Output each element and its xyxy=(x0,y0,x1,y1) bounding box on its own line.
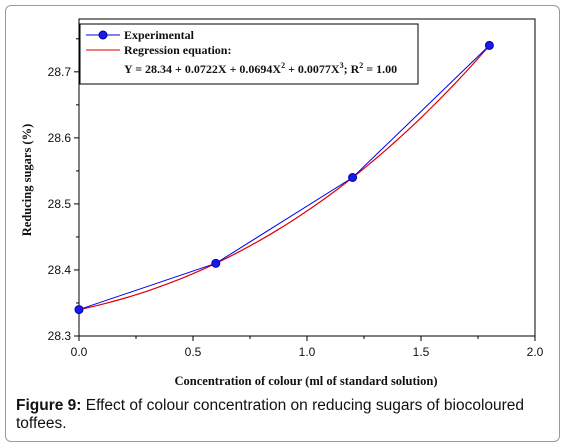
caption-label: Figure 9: xyxy=(16,397,82,414)
y-axis-title: Reducing sugars (%) xyxy=(20,124,34,237)
experimental-line xyxy=(78,45,490,311)
legend-regression-label: Regression equation: xyxy=(124,43,231,57)
legend-box xyxy=(79,23,419,85)
legend: Experimental Regression equation: Y = 28… xyxy=(79,23,419,85)
caption-text: Effect of colour concentration on reduci… xyxy=(16,397,525,432)
experimental-point xyxy=(348,173,358,182)
series-layer xyxy=(74,40,494,315)
x-tick-label: 1.5 xyxy=(413,345,430,359)
x-tick-label: 2.0 xyxy=(527,345,544,359)
figure-caption: Figure 9: Effect of colour concentration… xyxy=(16,397,556,433)
x-axis-title: Concentration of colour (ml of standard … xyxy=(175,374,438,388)
experimental-point xyxy=(74,305,84,315)
experimental-point xyxy=(211,258,221,268)
legend-experimental-marker xyxy=(98,30,108,40)
y-tick-label: 28.3 xyxy=(48,329,72,343)
legend-equation: Y = 28.34 + 0.0722X + 0.0694X2 + 0.0077X… xyxy=(124,61,397,76)
y-tick-label: 28.4 xyxy=(48,263,72,277)
chart: 0.0 0.5 1.0 1.5 2.0 28.3 28.4 28.5 28.6 28.7 Conc… xyxy=(20,18,544,388)
regression-curve xyxy=(78,45,490,311)
x-tick-label: 0.5 xyxy=(185,345,202,359)
x-tick-label: 0.0 xyxy=(71,345,88,359)
x-tick-label: 1.0 xyxy=(299,345,316,359)
y-tick-label: 28.5 xyxy=(48,197,72,211)
legend-experimental-label: Experimental xyxy=(124,28,195,42)
axis-ticks: 0.0 0.5 1.0 1.5 2.0 28.3 28.4 28.5 28.6 28.7 xyxy=(48,38,544,359)
y-tick-label: 28.6 xyxy=(48,131,72,145)
y-tick-label: 28.7 xyxy=(48,65,72,79)
experimental-point xyxy=(484,40,494,50)
